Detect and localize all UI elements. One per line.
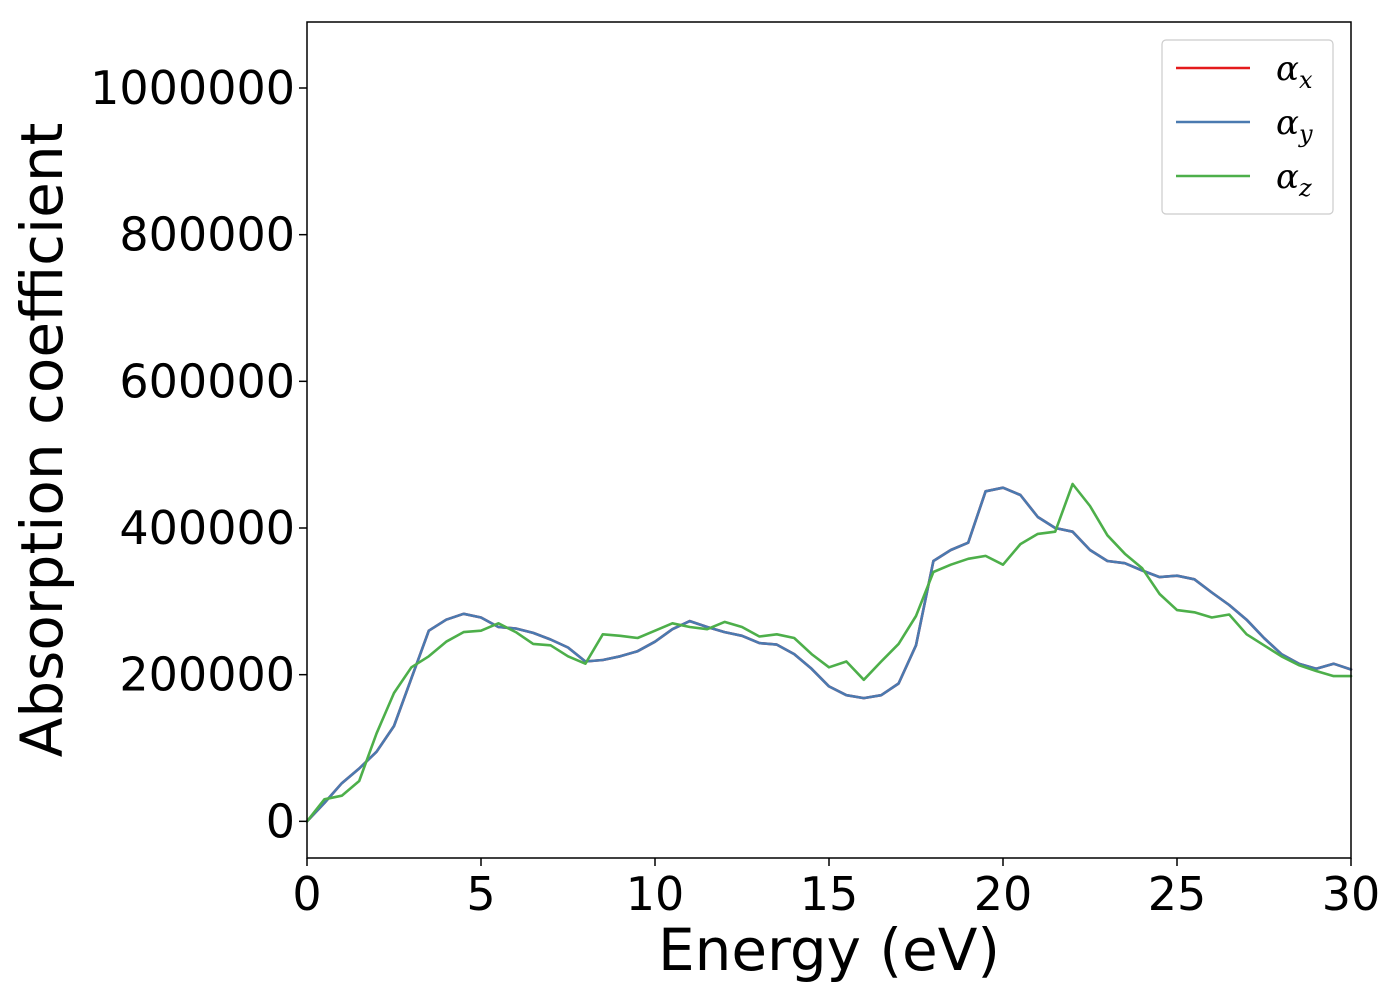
series-line-z [305, 482, 1353, 823]
x-tick-label: 5 [466, 867, 495, 921]
x-tick-label: 20 [974, 867, 1033, 921]
series-layer [305, 482, 1353, 823]
x-tick-label: 10 [626, 867, 685, 921]
y-tick-label: 600000 [119, 354, 295, 408]
x-tick-label: 25 [1148, 867, 1207, 921]
y-tick-label: 800000 [119, 208, 295, 262]
x-tick-label: 30 [1322, 867, 1381, 921]
x-axis: 0 5 10 15 20 25 30 [292, 858, 1380, 921]
legend-box [1161, 39, 1334, 215]
y-tick-label: 400000 [119, 501, 295, 555]
series-line-y [305, 486, 1353, 823]
y-tick-label: 200000 [119, 648, 295, 702]
y-tick-label: 0 [266, 794, 295, 848]
legend-label-x: αx [1276, 49, 1313, 94]
y-axis: 0 200000 400000 600000 800000 1000000 [90, 61, 307, 848]
x-axis-label: Energy (eV) [658, 916, 1000, 984]
legend-label-z: αz [1276, 157, 1312, 202]
y-axis-label: Absorption coefficient [8, 123, 76, 758]
legend-label-y: αy [1276, 103, 1313, 148]
x-tick-label: 0 [292, 867, 321, 921]
legend: αx αy αz [1161, 39, 1334, 215]
x-tick-label: 15 [800, 867, 859, 921]
y-tick-label: 1000000 [90, 61, 295, 115]
